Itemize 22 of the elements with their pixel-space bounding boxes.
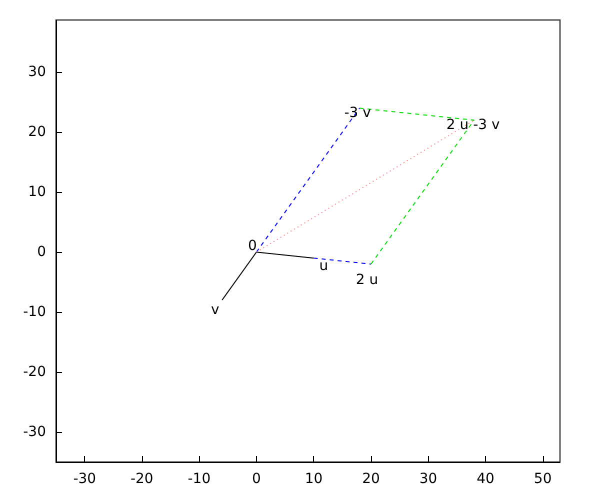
y-tick-label: -20 xyxy=(23,364,46,380)
x-tick-label: 40 xyxy=(476,471,494,487)
annotation: u xyxy=(319,258,328,274)
annotation: 2 u -3 v xyxy=(446,117,500,134)
x-tick-label: 30 xyxy=(419,471,438,487)
y-tick-label: 10 xyxy=(28,184,46,200)
annotation: -3 v xyxy=(344,105,371,122)
annotation: 0 xyxy=(248,238,257,254)
annotation: 2 u xyxy=(356,272,378,288)
x-tick-label: 0 xyxy=(252,471,261,487)
annotation: v xyxy=(210,302,220,318)
y-tick-label: 20 xyxy=(28,124,46,140)
x-tick-label: -20 xyxy=(130,471,154,487)
x-tick-label: -30 xyxy=(73,471,96,487)
x-tick-label: 20 xyxy=(362,471,380,487)
y-tick-label: -10 xyxy=(23,304,46,320)
x-tick-label: 50 xyxy=(534,471,552,487)
y-tick-label: 0 xyxy=(37,244,46,260)
x-tick-label: 10 xyxy=(304,471,323,487)
y-tick-label: 30 xyxy=(28,64,46,80)
y-tick-label: -30 xyxy=(23,424,46,440)
x-tick-label: -10 xyxy=(188,471,211,487)
